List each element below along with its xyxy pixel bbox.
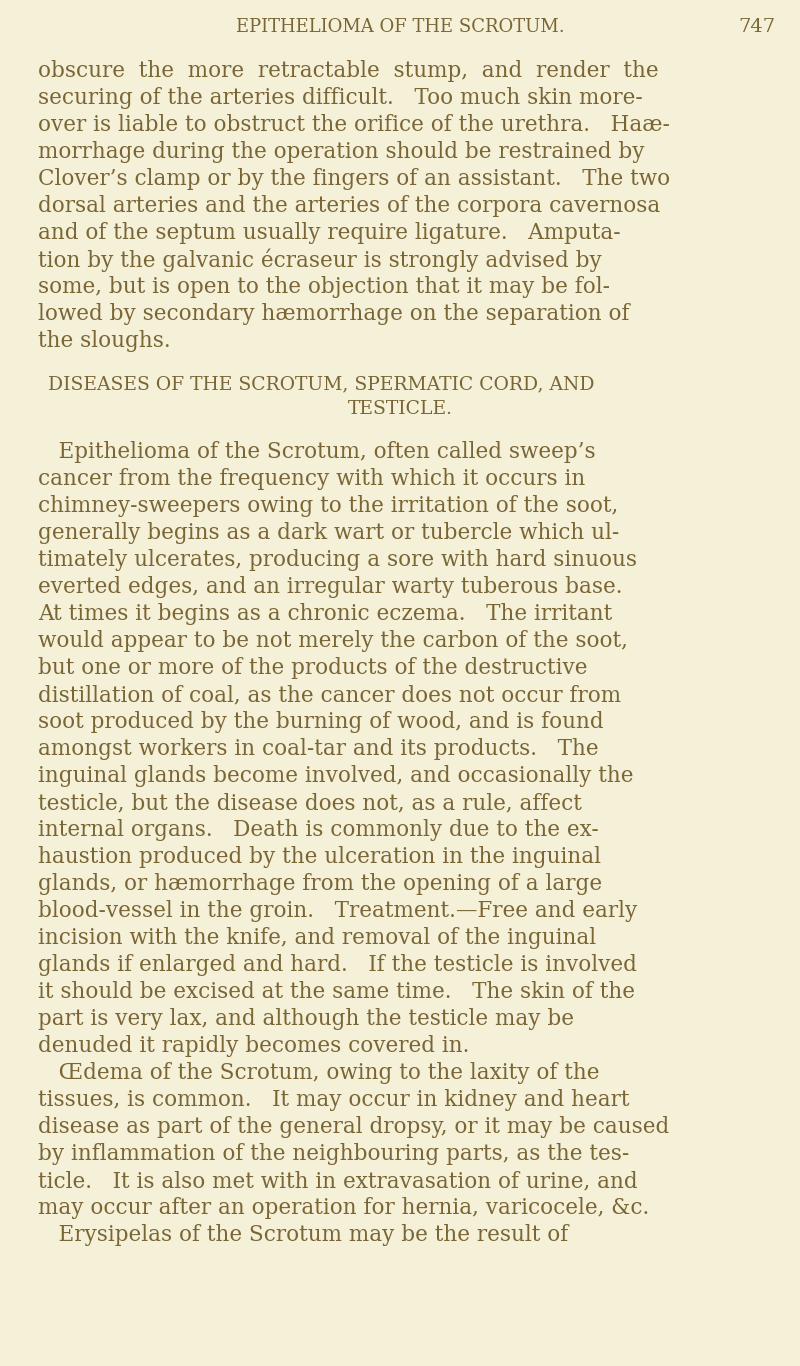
Text: morrhage during the operation should be restrained by: morrhage during the operation should be …	[38, 141, 645, 163]
Text: over is liable to obstruct the orifice of the urethra.   Haæ-: over is liable to obstruct the orifice o…	[38, 113, 670, 137]
Text: testicle, but the disease does not, as a rule, affect: testicle, but the disease does not, as a…	[38, 792, 582, 814]
Text: inguinal glands become involved, and occasionally the: inguinal glands become involved, and occ…	[38, 765, 634, 787]
Text: distillation of coal, as the cancer does not occur from: distillation of coal, as the cancer does…	[38, 684, 621, 706]
Text: Œdema of the Scrotum, owing to the laxity of the: Œdema of the Scrotum, owing to the laxit…	[38, 1061, 599, 1085]
Text: it should be excised at the same time.   The skin of the: it should be excised at the same time. T…	[38, 981, 635, 1003]
Text: securing of the arteries difficult.   Too much skin more-: securing of the arteries difficult. Too …	[38, 87, 642, 109]
Text: lowed by secondary hæmorrhage on the separation of: lowed by secondary hæmorrhage on the sep…	[38, 303, 630, 325]
Text: everted edges, and an irregular warty tuberous base.: everted edges, and an irregular warty tu…	[38, 576, 622, 598]
Text: would appear to be not merely the carbon of the soot,: would appear to be not merely the carbon…	[38, 630, 628, 652]
Text: some, but is open to the objection that it may be fol-: some, but is open to the objection that …	[38, 276, 610, 298]
Text: amongst workers in coal-tar and its products.   The: amongst workers in coal-tar and its prod…	[38, 738, 598, 759]
Text: haustion produced by the ulceration in the inguinal: haustion produced by the ulceration in t…	[38, 846, 601, 867]
Text: may occur after an operation for hernia, varicocele, &c.: may occur after an operation for hernia,…	[38, 1197, 650, 1218]
Text: glands, or hæmorrhage from the opening of a large: glands, or hæmorrhage from the opening o…	[38, 873, 602, 895]
Text: TESTICLE.: TESTICLE.	[347, 400, 453, 418]
Text: generally begins as a dark wart or tubercle which ul-: generally begins as a dark wart or tuber…	[38, 522, 619, 544]
Text: blood-vessel in the groin.   Treatment.—Free and early: blood-vessel in the groin. Treatment.—Fr…	[38, 900, 638, 922]
Text: Erysipelas of the Scrotum may be the result of: Erysipelas of the Scrotum may be the res…	[38, 1224, 568, 1246]
Text: cancer from the frequency with which it occurs in: cancer from the frequency with which it …	[38, 469, 586, 490]
Text: glands if enlarged and hard.   If the testicle is involved: glands if enlarged and hard. If the test…	[38, 953, 637, 975]
Text: tion by the galvanic écraseur is strongly advised by: tion by the galvanic écraseur is strongl…	[38, 249, 602, 272]
Text: Clover’s clamp or by the fingers of an assistant.   The two: Clover’s clamp or by the fingers of an a…	[38, 168, 670, 190]
Text: but one or more of the products of the destructive: but one or more of the products of the d…	[38, 657, 587, 679]
Text: At times it begins as a chronic eczema.   The irritant: At times it begins as a chronic eczema. …	[38, 602, 612, 626]
Text: part is very lax, and although the testicle may be: part is very lax, and although the testi…	[38, 1008, 574, 1030]
Text: timately ulcerates, producing a sore with hard sinuous: timately ulcerates, producing a sore wit…	[38, 549, 637, 571]
Text: DISEASES OF THE SCROTUM, SPERMATIC CORD, AND: DISEASES OF THE SCROTUM, SPERMATIC CORD,…	[48, 376, 594, 393]
Text: tissues, is common.   It may occur in kidney and heart: tissues, is common. It may occur in kidn…	[38, 1089, 630, 1111]
Text: internal organs.   Death is commonly due to the ex-: internal organs. Death is commonly due t…	[38, 820, 598, 841]
Text: denuded it rapidly becomes covered in.: denuded it rapidly becomes covered in.	[38, 1035, 470, 1057]
Text: dorsal arteries and the arteries of the corpora cavernosa: dorsal arteries and the arteries of the …	[38, 195, 660, 217]
Text: ticle.   It is also met with in extravasation of urine, and: ticle. It is also met with in extravasat…	[38, 1171, 638, 1193]
Text: chimney-sweepers owing to the irritation of the soot,: chimney-sweepers owing to the irritation…	[38, 494, 618, 516]
Text: by inflammation of the neighbouring parts, as the tes-: by inflammation of the neighbouring part…	[38, 1143, 630, 1165]
Text: Epithelioma of the Scrotum, often called sweep’s: Epithelioma of the Scrotum, often called…	[38, 441, 596, 463]
Text: 747: 747	[738, 18, 775, 36]
Text: incision with the knife, and removal of the inguinal: incision with the knife, and removal of …	[38, 928, 596, 949]
Text: soot produced by the burning of wood, and is found: soot produced by the burning of wood, an…	[38, 710, 604, 734]
Text: obscure  the  more  retractable  stump,  and  render  the: obscure the more retractable stump, and …	[38, 60, 658, 82]
Text: EPITHELIOMA OF THE SCROTUM.: EPITHELIOMA OF THE SCROTUM.	[236, 18, 564, 36]
Text: disease as part of the general dropsy, or it may be caused: disease as part of the general dropsy, o…	[38, 1116, 670, 1138]
Text: and of the septum usually require ligature.   Amputa-: and of the septum usually require ligatu…	[38, 223, 621, 245]
Text: the sloughs.: the sloughs.	[38, 331, 170, 352]
